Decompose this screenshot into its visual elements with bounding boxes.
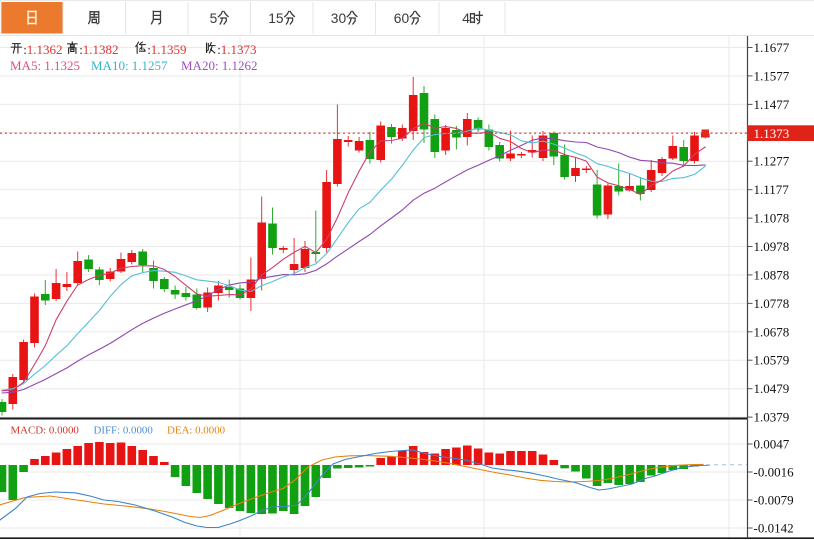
svg-text:1.1577: 1.1577 (754, 68, 790, 83)
svg-text:1.0778: 1.0778 (754, 296, 790, 311)
svg-text:DIFF: 0.0000: DIFF: 0.0000 (94, 425, 154, 437)
svg-text:30: 30 (331, 11, 347, 26)
svg-text:15: 15 (268, 11, 284, 26)
svg-text:1.0479: 1.0479 (754, 381, 790, 396)
svg-text:1.0978: 1.0978 (754, 239, 790, 254)
svg-text:1.1078: 1.1078 (754, 211, 790, 226)
svg-text:1.0579: 1.0579 (754, 353, 790, 368)
svg-text:1.1382: 1.1382 (83, 42, 119, 57)
svg-text::: : (79, 42, 83, 57)
svg-text:0.0047: 0.0047 (754, 437, 790, 452)
svg-text:4: 4 (462, 11, 470, 26)
svg-text:1.1362: 1.1362 (27, 42, 63, 57)
svg-text:1.0678: 1.0678 (754, 324, 790, 339)
svg-text::: : (147, 42, 151, 57)
svg-text:DEA: 0.0000: DEA: 0.0000 (167, 425, 226, 437)
svg-text:1.0878: 1.0878 (754, 267, 790, 282)
svg-text::: : (23, 42, 27, 57)
svg-text:-0.0016: -0.0016 (754, 465, 795, 480)
svg-text:5: 5 (210, 11, 218, 26)
svg-text:1.1177: 1.1177 (754, 182, 790, 197)
svg-text:1.1373: 1.1373 (221, 42, 257, 57)
svg-text:1.1359: 1.1359 (151, 42, 187, 57)
svg-text:MA20: 1.1262: MA20: 1.1262 (181, 58, 258, 73)
svg-text:MACD: 0.0000: MACD: 0.0000 (11, 425, 80, 437)
svg-text:1.1277: 1.1277 (754, 154, 790, 169)
svg-text:-0.0079: -0.0079 (754, 493, 794, 508)
svg-text:1.1677: 1.1677 (754, 40, 790, 55)
svg-text:-0.0142: -0.0142 (754, 521, 794, 536)
svg-text:60: 60 (394, 11, 410, 26)
svg-text:1.1373: 1.1373 (754, 126, 790, 141)
svg-text:MA5: 1.1325: MA5: 1.1325 (10, 58, 80, 73)
svg-text::: : (217, 42, 221, 57)
svg-text:1.0379: 1.0379 (754, 410, 790, 425)
svg-text:MA10: 1.1257: MA10: 1.1257 (91, 58, 168, 73)
svg-text:1.1477: 1.1477 (754, 97, 790, 112)
